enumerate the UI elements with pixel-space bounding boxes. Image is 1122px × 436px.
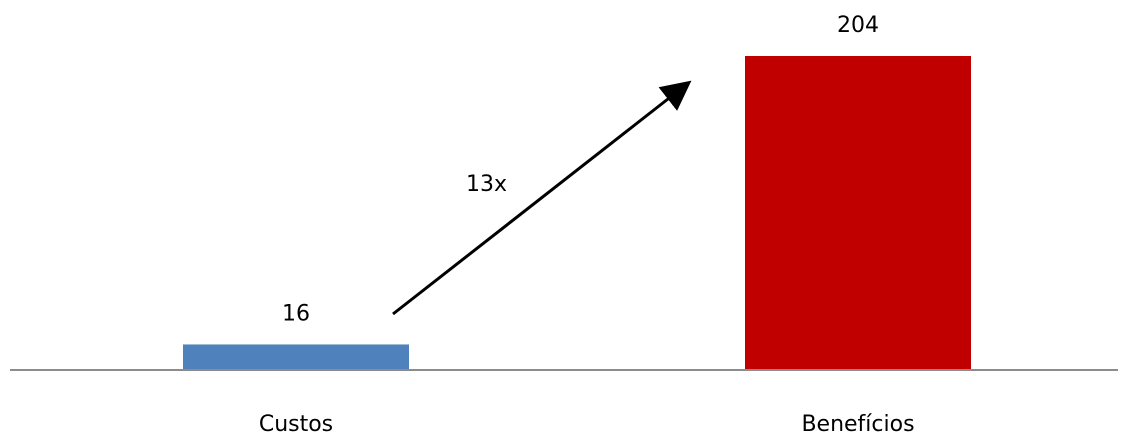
growth-multiplier-label: 13x — [466, 172, 507, 197]
x-tick-label-custos: Custos — [259, 412, 333, 436]
growth-annotation: 13x — [392, 80, 692, 316]
bar-1 — [745, 56, 971, 369]
bars-layer — [183, 56, 971, 369]
labels-layer: 16 204 Custos Benefícios — [259, 13, 915, 436]
growth-arrow-icon — [392, 80, 692, 316]
data-label-custos: 16 — [282, 301, 310, 326]
x-tick-label-beneficios: Benefícios — [801, 412, 914, 436]
data-label-beneficios: 204 — [837, 13, 879, 38]
bar-0 — [183, 344, 409, 369]
